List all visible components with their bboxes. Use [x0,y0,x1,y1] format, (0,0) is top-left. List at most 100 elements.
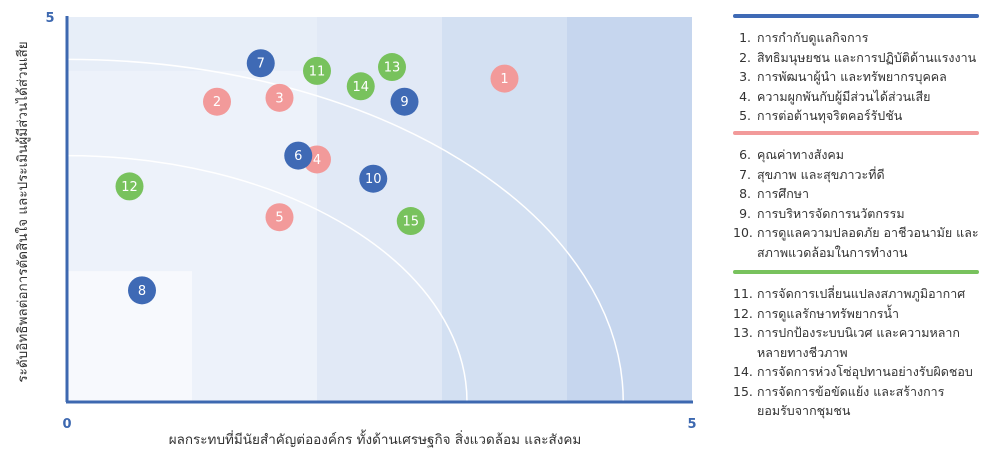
legend-item-number: 9. [739,205,751,221]
legend-item-text: การจัดการข้อขัดแย้ง และสร้างการยอมรับจาก… [757,383,945,419]
legend-item-text: การจัดการห่วงโซ่อุปทานอย่างรับผิดชอบ [757,364,973,379]
legend-item-number: 5. [739,108,751,123]
point-1: 1 [490,64,519,93]
legend-item: 11. การจัดการเปลี่ยนแปลงสภาพภูมิอากาศ [733,284,979,304]
point-10: 10 [359,164,388,193]
legend-item: 2. สิทธิมนุษยชน และการปฏิบัติด้านแรงงาน [733,48,979,68]
legend-item-number: 7. [739,166,751,182]
point-label-11: 11 [309,64,326,79]
point-label-6: 6 [294,149,302,164]
legend-item: 15. การจัดการข้อขัดแย้ง และสร้างการยอมรับ… [733,382,979,421]
legend-item-number: 4. [739,88,751,104]
point-12: 12 [115,172,144,201]
legend-item: 5. การต่อต้านทุจริตคอร์รัปชัน [733,106,979,126]
point-marker-12 [115,172,144,201]
point-marker-15 [396,207,425,236]
legend-item-number: 14. [733,364,753,379]
legend-item-number: 8. [739,186,751,201]
legend-group-divider [733,14,979,18]
point-marker-8 [128,276,156,305]
legend-item: 10. การดูแลความปลอดภัย อาชีวอนามัย และสภา… [733,223,979,262]
point-label-13: 13 [384,61,401,76]
point-label-4: 4 [313,153,321,168]
point-14: 14 [346,72,375,101]
point-marker-14 [346,72,375,101]
point-label-1: 1 [500,72,508,87]
point-label-8: 8 [138,284,146,299]
legend-item-text: การจัดการเปลี่ยนแปลงสภาพภูมิอากาศ [757,286,966,301]
point-marker-7 [246,49,275,78]
materiality-chart: 0 5 5 ผลกระทบที่มีนัยสำคัญต่อองค์กร ทั้ง… [14,11,697,448]
legend-item-text: การกำกับดูแลกิจการ [757,30,869,45]
point-label-9: 9 [400,95,408,110]
legend-item-text: การดูแลความปลอดภัย อาชีวอนามัย และสภาพแว… [757,225,979,260]
chart-background-zones [67,17,692,403]
legend-item-number: 2. [739,49,751,65]
legend-item-number: 15. [733,383,753,399]
point-9: 9 [390,87,419,116]
legend-item-number: 3. [739,69,751,84]
legend-item-text: การศึกษา [757,186,810,201]
legend-item-number: 11. [733,286,753,301]
legend-group-1: 1. การกำกับดูแลกิจการ 2. สิทธิมนุษยชน และกา… [733,14,979,126]
legend-group-divider [733,131,979,135]
legend-item: 3. การพัฒนาผู้นำ และทรัพยากรบุคคล [733,67,979,87]
point-marker-5 [265,203,294,232]
y-tick-label-5: 5 [45,11,54,26]
point-8: 8 [128,276,156,305]
point-label-7: 7 [257,57,265,72]
legend-group-3: 11. การจัดการเปลี่ยนแปลงสภาพภูมิอากาศ 12. ก… [733,270,979,421]
legend-item: 9. การบริหารจัดการนวัตกรรม [733,204,979,224]
point-label-2: 2 [213,95,221,110]
legend-item-text: ความผูกพันกับผู้มีส่วนได้ส่วนเสีย [757,88,931,104]
threshold-arc-2 [66,58,624,403]
point-13: 13 [378,53,406,82]
threshold-arcs [66,58,624,403]
legend-item: 8. การศึกษา [733,184,979,204]
legend-item: 12. การดูแลรักษาทรัพยากรน้ำ [733,304,979,324]
point-label-5: 5 [275,211,283,226]
point-label-14: 14 [352,80,369,95]
legend-item-text: การบริหารจัดการนวัตกรรม [757,205,905,221]
legend-item-text: สุขภาพ และสุขภาวะที่ดี [757,166,885,182]
legend-item-text: การดูแลรักษาทรัพยากรน้ำ [757,305,900,321]
legend-item: 1. การกำกับดูแลกิจการ [733,28,979,48]
x-tick-label-0: 0 [62,417,71,432]
point-marker-6 [284,141,313,170]
legend-item-number: 6. [739,147,751,162]
point-marker-2 [203,87,231,116]
point-marker-11 [303,56,331,85]
legend-item-text: สิทธิมนุษยชน และการปฏิบัติด้านแรงงาน [757,49,977,65]
point-marker-1 [490,64,519,93]
x-axis-label: ผลกระทบที่มีนัยสำคัญต่อองค์กร ทั้งด้านเศ… [169,429,582,448]
point-label-3: 3 [275,91,283,106]
legend-item-number: 10. [733,225,753,240]
point-marker-9 [390,87,419,116]
point-5: 5 [265,203,294,232]
legend-item-text: การพัฒนาผู้นำ และทรัพยากรบุคคล [757,69,947,84]
point-label-15: 15 [402,215,419,230]
point-11: 11 [303,56,331,85]
legend-item: 14. การจัดการห่วงโซ่อุปทานอย่างรับผิดชอบ [733,362,979,382]
legend-item: 6. คุณค่าทางสังคม [733,145,979,165]
x-tick-label-5: 5 [687,417,696,432]
legend-item: 7. สุขภาพ และสุขภาวะที่ดี [733,165,979,185]
point-marker-3 [265,83,294,112]
point-marker-10 [359,164,388,193]
legend-item-number: 12. [733,305,753,321]
threshold-arc-1 [66,154,468,403]
point-6: 6 [284,141,313,170]
legend-item-text: การต่อต้านทุจริตคอร์รัปชัน [757,108,903,123]
legend-item-text: คุณค่าทางสังคม [757,147,845,162]
chart-axes: 0 5 5 ผลกระทบที่มีนัยสำคัญต่อองค์กร ทั้ง… [14,11,697,448]
y-axis-label: ระดับอิทธิพลต่อการตัดสินใจ และประเมินผู้… [14,41,31,382]
point-marker-13 [378,53,406,82]
point-3: 3 [265,83,294,112]
point-15: 15 [396,207,425,236]
point-7: 7 [246,49,275,78]
legend-item-number: 1. [739,30,751,45]
legend-item-number: 13. [733,325,753,340]
legend-item: 13. การปกป้องระบบนิเวศ และความหลากหลายทาง… [733,323,979,362]
legend-item-text: การปกป้องระบบนิเวศ และความหลากหลายทางชีว… [757,325,960,360]
